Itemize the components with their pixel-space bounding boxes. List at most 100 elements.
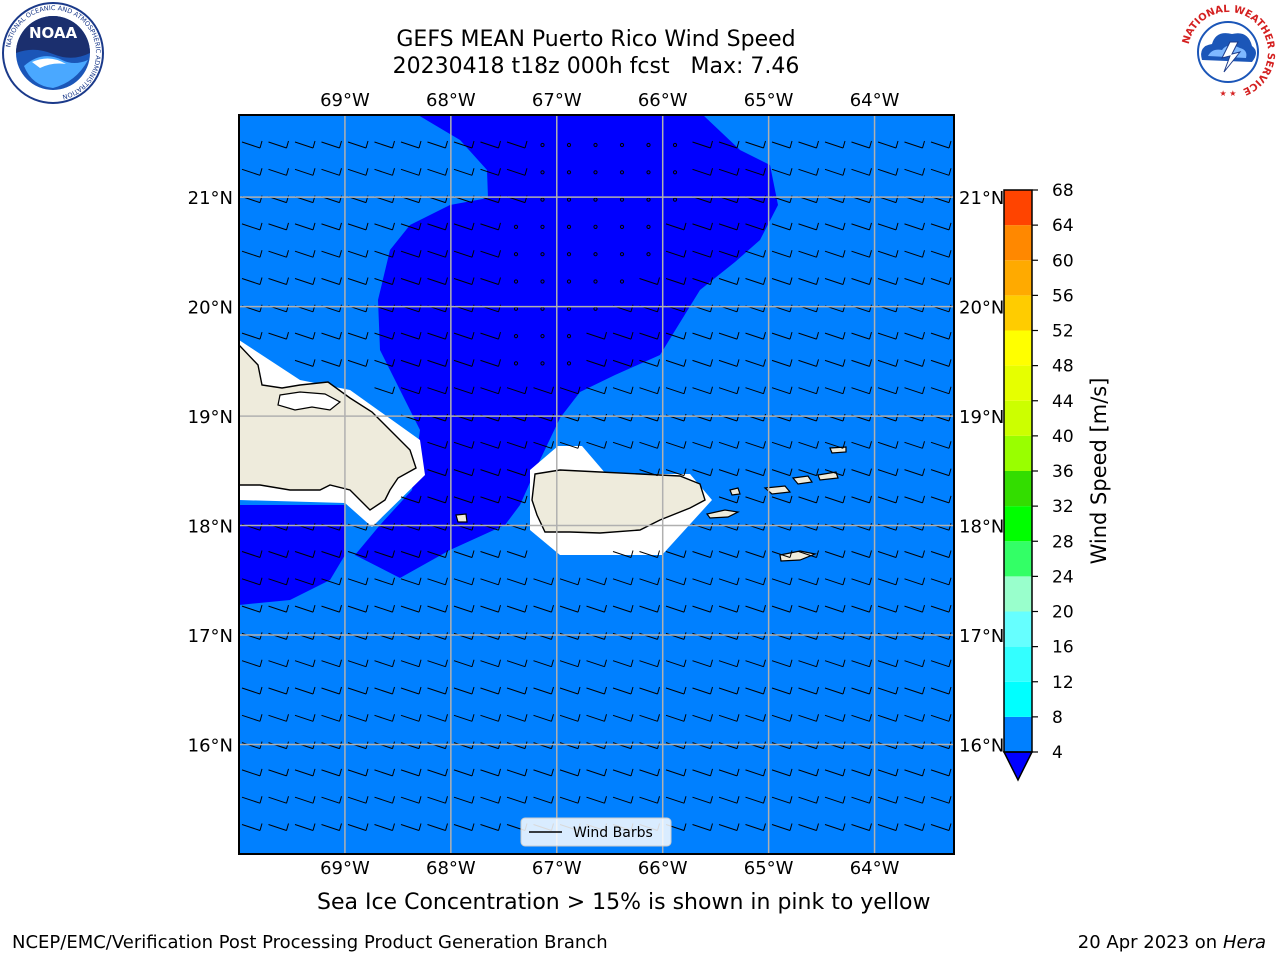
colorbar-under-arrow [1002, 751, 1034, 782]
wind-barb [745, 604, 766, 613]
colorbar-segment [1004, 400, 1032, 436]
lat-tick-label-left: 17°N [188, 626, 233, 647]
wind-barb [294, 331, 316, 340]
wind-barb [771, 222, 793, 231]
wind-barb [718, 577, 740, 586]
lon-tick-label-bottom: 66°W [638, 858, 688, 879]
wind-barb [347, 577, 369, 586]
wind-barb [400, 550, 422, 558]
wind-barb [639, 468, 660, 477]
wind-barb [586, 686, 607, 695]
wind-barb [480, 686, 501, 695]
wind-barb [930, 386, 952, 395]
wind-barb [533, 796, 554, 804]
wind-barb [824, 441, 846, 449]
wind-barb [400, 222, 422, 231]
wind-barb [321, 686, 342, 695]
wind-barb [268, 714, 289, 722]
wind-barb [400, 331, 422, 340]
wind-barb [374, 796, 395, 804]
wind-barb [745, 140, 766, 149]
lat-tick-label-right: 20°N [959, 298, 1004, 319]
wind-barb [612, 441, 634, 449]
wind-barb [586, 359, 607, 367]
wind-barb [930, 222, 952, 231]
lon-tick-label-top: 69°W [320, 90, 370, 111]
wind-barb [930, 686, 952, 695]
wind-barb [241, 222, 263, 231]
wind-barb [771, 495, 793, 504]
wind-barb [374, 714, 395, 722]
wind-barb [639, 441, 660, 449]
wind-barb [718, 250, 740, 258]
wind-barb [930, 140, 952, 149]
wind-barb [427, 140, 448, 149]
calm-circle [646, 142, 651, 148]
wind-barb [930, 714, 952, 722]
wind-barb [904, 604, 925, 613]
wind-barb [453, 468, 475, 477]
wind-barb [241, 331, 263, 340]
wind-barb [321, 331, 342, 340]
wind-barb [718, 331, 740, 340]
wind-barb [321, 250, 342, 258]
wind-barb [241, 714, 263, 722]
wind-barb [374, 577, 395, 586]
wind-barb [427, 659, 448, 668]
wind-barb [612, 714, 634, 722]
wind-barb [877, 386, 899, 395]
wind-barb [665, 222, 687, 231]
wind-barb [559, 441, 581, 449]
wind-barb [639, 331, 660, 340]
wind-barb [877, 222, 899, 231]
wind-barb [745, 222, 766, 231]
wind-barb [453, 222, 475, 231]
wind-barb [268, 823, 289, 831]
calm-circle [619, 279, 625, 284]
wind-barb [904, 359, 925, 367]
wind-barb [851, 441, 872, 449]
calm-circle [513, 279, 519, 284]
wind-barb [904, 250, 925, 258]
wind-barb [904, 714, 925, 722]
wind-barb [692, 823, 713, 831]
wind-barb [771, 796, 793, 804]
wind-barb [427, 277, 448, 285]
wind-barb [851, 359, 872, 367]
wind-barb [586, 768, 607, 777]
wind-barb [665, 659, 687, 668]
wind-barb [665, 277, 687, 285]
lon-tick-label-bottom: 64°W [850, 858, 900, 879]
calm-circle [619, 252, 625, 257]
colorbar-tick-label: 52 [1052, 322, 1074, 342]
wind-barb [241, 250, 263, 258]
wind-barb [771, 823, 793, 831]
wind-barb [692, 577, 713, 586]
lon-tick-label-bottom: 68°W [426, 858, 476, 879]
wind-barb [745, 714, 766, 722]
wind-barb [612, 331, 634, 340]
wind-barb [480, 441, 501, 449]
wind-barb [453, 359, 475, 367]
wind-barb [586, 577, 607, 586]
colorbar-segment [1004, 681, 1032, 717]
calm-circle [540, 224, 545, 229]
wind-barb [824, 168, 846, 176]
wind-barb [639, 386, 660, 395]
wind-barb [241, 796, 263, 804]
wind-barb [241, 577, 263, 586]
wind-barb [559, 714, 581, 722]
wind-barb [586, 331, 607, 340]
wind-barb [453, 168, 475, 176]
colorbar-tick-label: 64 [1052, 216, 1074, 236]
wind-barb [692, 168, 713, 176]
wind-barb [930, 796, 952, 804]
wind-barb [692, 714, 713, 722]
wind-barb [453, 686, 475, 695]
wind-barb [533, 768, 554, 777]
calm-circle [540, 361, 545, 366]
wind-barb [400, 686, 422, 695]
lat-tick-label-left: 21°N [188, 188, 233, 209]
wind-barb [321, 577, 342, 586]
wind-barb [824, 823, 846, 831]
